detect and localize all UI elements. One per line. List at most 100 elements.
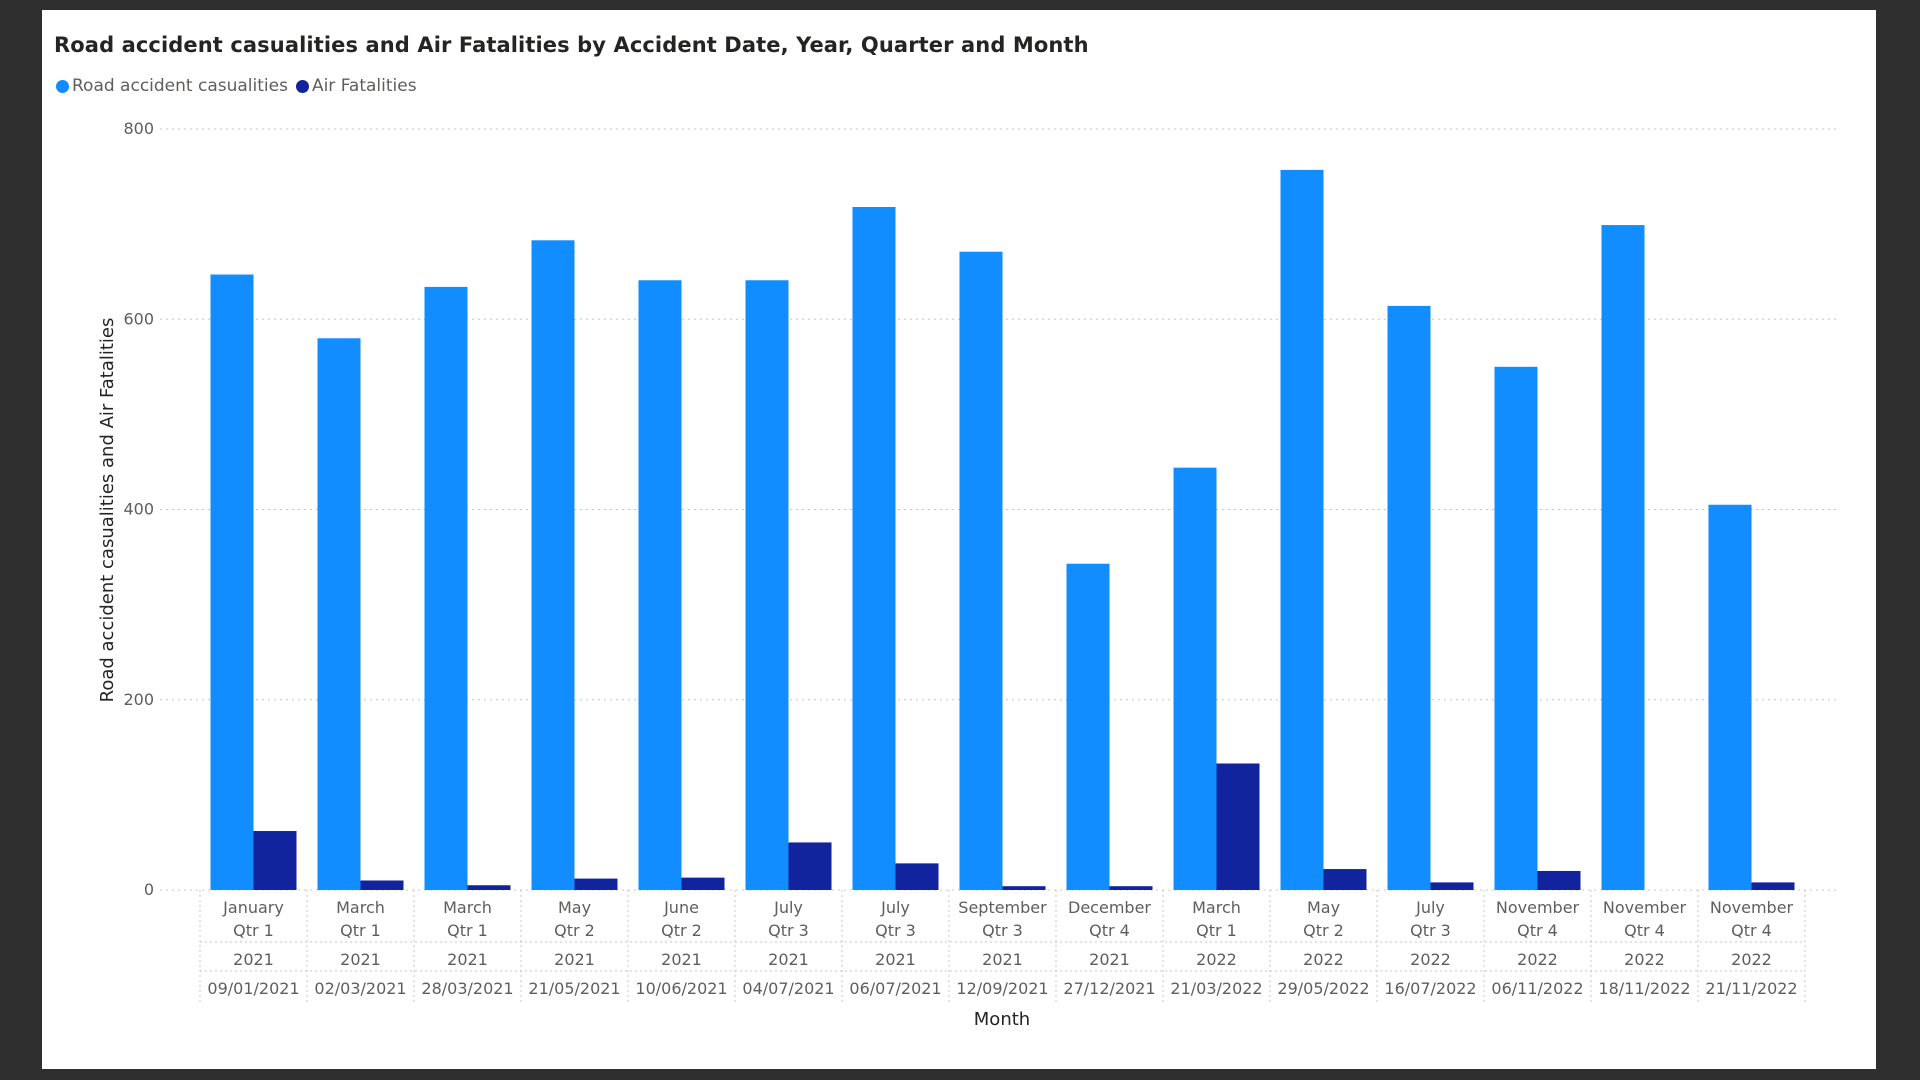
x-label-month: March <box>336 898 385 917</box>
x-label-quarter: Qtr 3 <box>768 921 809 940</box>
x-label-year: 2021 <box>875 950 916 969</box>
x-label-year: 2021 <box>768 950 809 969</box>
y-tick-label: 800 <box>123 119 154 138</box>
x-label-quarter: Qtr 1 <box>233 921 274 940</box>
x-label-date: 21/05/2021 <box>528 979 620 998</box>
x-label-quarter: Qtr 3 <box>875 921 916 940</box>
x-label-quarter: Qtr 4 <box>1089 921 1130 940</box>
bar-air-fatalities[interactable] <box>895 863 939 890</box>
x-label-date: 29/05/2022 <box>1277 979 1369 998</box>
x-label-date: 27/12/2021 <box>1063 979 1155 998</box>
x-label-quarter: Qtr 2 <box>1303 921 1344 940</box>
bar-air-fatalities[interactable] <box>360 880 404 890</box>
bar-air-fatalities[interactable] <box>1430 882 1474 890</box>
x-label-year: 2021 <box>1089 950 1130 969</box>
x-label-year: 2022 <box>1624 950 1665 969</box>
bar-air-fatalities[interactable] <box>1751 882 1795 890</box>
y-axis-title: Road accident casualities and Air Fatali… <box>97 318 118 703</box>
bar-road-casualties[interactable] <box>424 286 468 891</box>
x-label-date: 28/03/2021 <box>421 979 513 998</box>
bar-road-casualties[interactable] <box>531 240 575 890</box>
x-label-month: September <box>958 898 1047 917</box>
x-axis-title: Month <box>974 1009 1030 1030</box>
bar-road-casualties[interactable] <box>1708 504 1752 890</box>
bar-air-fatalities[interactable] <box>788 842 832 890</box>
y-tick-label: 400 <box>123 500 154 519</box>
bar-road-casualties[interactable] <box>1601 225 1645 891</box>
x-label-date: 06/07/2021 <box>849 979 941 998</box>
bar-air-fatalities[interactable] <box>1109 886 1153 890</box>
chart-title: Road accident casualities and Air Fatali… <box>54 33 1089 57</box>
bar-air-fatalities[interactable] <box>253 831 297 890</box>
y-tick-label: 0 <box>144 880 154 899</box>
bar-air-fatalities[interactable] <box>1002 886 1046 890</box>
x-label-year: 2021 <box>982 950 1023 969</box>
x-label-date: 06/11/2022 <box>1491 979 1583 998</box>
x-label-year: 2021 <box>340 950 381 969</box>
y-tick-label: 200 <box>123 690 154 709</box>
bar-air-fatalities[interactable] <box>1323 869 1367 890</box>
x-label-month: March <box>443 898 492 917</box>
legend[interactable]: Road accident casualities Air Fatalities <box>56 76 425 96</box>
x-label-date: 18/11/2022 <box>1598 979 1690 998</box>
x-label-month: May <box>1307 898 1340 917</box>
x-label-quarter: Qtr 1 <box>447 921 488 940</box>
x-label-year: 2022 <box>1517 950 1558 969</box>
bar-air-fatalities[interactable] <box>574 878 618 890</box>
x-label-quarter: Qtr 2 <box>554 921 595 940</box>
bar-air-fatalities[interactable] <box>467 885 511 890</box>
x-label-date: 02/03/2021 <box>314 979 406 998</box>
x-label-date: 21/03/2022 <box>1170 979 1262 998</box>
x-label-year: 2022 <box>1303 950 1344 969</box>
legend-item-road[interactable]: Road accident casualities <box>56 76 288 96</box>
x-label-year: 2021 <box>661 950 702 969</box>
bar-road-casualties[interactable] <box>1387 305 1431 890</box>
x-label-month: June <box>663 898 699 917</box>
legend-item-air[interactable]: Air Fatalities <box>295 76 417 96</box>
x-label-month: November <box>1496 898 1580 917</box>
legend-label-road: Road accident casualities <box>72 76 288 96</box>
x-label-date: 21/11/2022 <box>1705 979 1797 998</box>
bar-road-casualties[interactable] <box>317 338 361 890</box>
x-label-quarter: Qtr 3 <box>1410 921 1451 940</box>
bar-road-casualties[interactable] <box>1494 366 1538 890</box>
bar-air-fatalities[interactable] <box>681 877 725 890</box>
x-label-date: 10/06/2021 <box>635 979 727 998</box>
x-label-year: 2021 <box>447 950 488 969</box>
x-label-date: 04/07/2021 <box>742 979 834 998</box>
bar-air-fatalities[interactable] <box>1216 763 1260 890</box>
x-label-year: 2022 <box>1196 950 1237 969</box>
bar-air-fatalities[interactable] <box>1537 870 1581 890</box>
x-label-year: 2022 <box>1731 950 1772 969</box>
bar-road-casualties[interactable] <box>959 251 1003 890</box>
x-label-month: May <box>558 898 591 917</box>
x-label-quarter: Qtr 2 <box>661 921 702 940</box>
x-label-date: 09/01/2021 <box>207 979 299 998</box>
x-label-month: March <box>1192 898 1241 917</box>
x-label-date: 16/07/2022 <box>1384 979 1476 998</box>
x-label-month: November <box>1710 898 1794 917</box>
x-label-quarter: Qtr 4 <box>1517 921 1558 940</box>
bar-road-casualties[interactable] <box>852 207 896 890</box>
x-label-quarter: Qtr 1 <box>1196 921 1237 940</box>
x-label-month: December <box>1068 898 1151 917</box>
x-label-quarter: Qtr 3 <box>982 921 1023 940</box>
bar-road-casualties[interactable] <box>1066 563 1110 890</box>
bar-road-casualties[interactable] <box>1280 169 1324 890</box>
legend-dot-air-icon <box>295 79 309 93</box>
x-label-month: November <box>1603 898 1687 917</box>
x-label-year: 2021 <box>554 950 595 969</box>
bar-road-casualties[interactable] <box>210 274 254 890</box>
x-label-month: July <box>1415 898 1445 917</box>
x-label-year: 2021 <box>233 950 274 969</box>
x-label-date: 12/09/2021 <box>956 979 1048 998</box>
x-label-quarter: Qtr 4 <box>1624 921 1665 940</box>
bar-road-casualties[interactable] <box>638 280 682 890</box>
legend-dot-road-icon <box>56 79 69 93</box>
bar-road-casualties[interactable] <box>745 280 789 890</box>
x-label-month: July <box>773 898 803 917</box>
y-tick-label: 600 <box>123 309 154 328</box>
x-label-month: July <box>880 898 910 917</box>
bar-road-casualties[interactable] <box>1173 467 1217 890</box>
